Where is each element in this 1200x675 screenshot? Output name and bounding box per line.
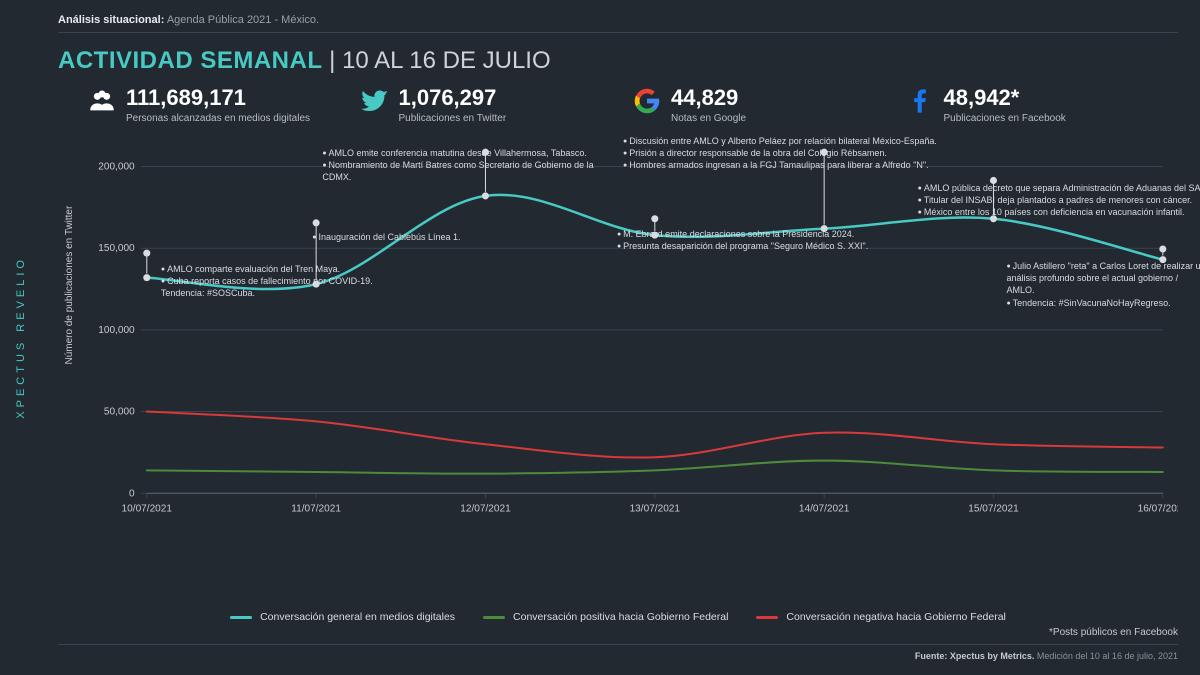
annotation-item: AMLO comparte evaluación del Tren Maya. [161, 263, 381, 275]
annotation-item: Nombramiento de Martí Batres como Secret… [322, 159, 622, 183]
svg-text:14/07/2021: 14/07/2021 [799, 503, 850, 514]
brand-text: XPECTUS REVELIO [15, 256, 27, 419]
metric-facebook: 48,942* Publicaciones en Facebook [906, 87, 1149, 124]
annotation-item: Titular del INSABI deja plantados a padr… [918, 194, 1200, 206]
svg-text:0: 0 [129, 488, 135, 499]
annotation-item: Cuba reporta casos de fallecimiento por … [161, 275, 381, 299]
annotation-item: Tendencia: #SinVacunaNoHayRegreso. [1006, 297, 1200, 309]
svg-text:200,000: 200,000 [98, 162, 135, 173]
metric-reach: 111,689,171 Personas alcanzadas en medios… [88, 87, 331, 124]
svg-text:11/07/2021: 11/07/2021 [291, 503, 341, 514]
annotation-3: M. Ebrard emite declaraciones sobre la P… [617, 228, 917, 252]
annotation-0: AMLO comparte evaluación del Tren Maya.C… [161, 263, 381, 299]
annotation-item: AMLO pública decreto que separa Administ… [918, 182, 1200, 194]
svg-text:50,000: 50,000 [104, 407, 135, 418]
series-positive [147, 461, 1163, 474]
legend-label: Conversación general en medios digitales [260, 611, 455, 623]
annotation-6: Julio Astillero "reta" a Carlos Loret de… [1006, 260, 1200, 309]
source-bar: Fuente: Xpectus by Metrics. Medición del… [58, 644, 1178, 661]
legend-item-general: Conversación general en medios digitales [230, 611, 455, 623]
brand-strip: XPECTUS REVELIO [0, 0, 42, 675]
legend-label: Conversación negativa hacia Gobierno Fed… [786, 611, 1005, 623]
annotation-item: Presunta desaparición del programa "Segu… [617, 240, 917, 252]
legend-swatch [483, 616, 505, 619]
annotation-item: México entre los 10 países con deficienc… [918, 206, 1200, 218]
annotation-4: Discusión entre AMLO y Alberto Peláez po… [623, 135, 1003, 171]
source-rest: Medición del 10 al 16 de julio, 2021 [1034, 651, 1178, 661]
legend-swatch [756, 616, 778, 619]
svg-text:16/07/2021: 16/07/2021 [1138, 503, 1178, 514]
breadcrumb-bold: Análisis situacional: [58, 14, 164, 26]
legend-item-positive: Conversación positiva hacia Gobierno Fed… [483, 611, 728, 623]
title-sub: 10 AL 16 DE JULIO [342, 47, 551, 74]
svg-text:13/07/2021: 13/07/2021 [630, 503, 681, 514]
legend-item-negative: Conversación negativa hacia Gobierno Fed… [756, 611, 1005, 623]
legend-label: Conversación positiva hacia Gobierno Fed… [513, 611, 728, 623]
chart-legend: Conversación general en medios digitales… [58, 611, 1178, 623]
annotation-item: AMLO emite conferencia matutina desde Vi… [322, 147, 622, 159]
page: Análisis situacional: Agenda Pública 202… [58, 14, 1178, 661]
annotation-item: Discusión entre AMLO y Alberto Peláez po… [623, 135, 1003, 147]
annotation-item: Hombres armados ingresan a la FGJ Tamaul… [623, 159, 1003, 171]
twitter-icon [361, 87, 389, 115]
svg-text:150,000: 150,000 [98, 243, 135, 254]
metric-value: 44,829 [671, 87, 746, 109]
metric-label: Personas alcanzadas en medios digitales [126, 113, 310, 124]
google-icon [633, 87, 661, 115]
breadcrumb-rest: Agenda Pública 2021 - México. [164, 14, 319, 26]
facebook-footnote: *Posts públicos en Facebook [1049, 627, 1178, 638]
annotation-5: AMLO pública decreto que separa Administ… [918, 182, 1200, 218]
metric-label: Notas en Google [671, 113, 746, 124]
metric-value: 1,076,297 [399, 87, 507, 109]
annotation-item: Inauguración del Cablebús Línea 1. [312, 231, 492, 243]
annotation-item: Prisión a director responsable de la obr… [623, 147, 1003, 159]
svg-text:12/07/2021: 12/07/2021 [460, 503, 511, 514]
footnote-row: *Posts públicos en Facebook [58, 627, 1178, 638]
source-bold: Fuente: Xpectus by Metrics. [915, 651, 1035, 661]
people-icon [88, 87, 116, 115]
svg-text:15/07/2021: 15/07/2021 [968, 503, 1019, 514]
metric-label: Publicaciones en Facebook [944, 113, 1066, 124]
page-title: ACTIVIDAD SEMANAL | 10 AL 16 DE JULIO [58, 47, 1178, 75]
annotation-item: Julio Astillero "reta" a Carlos Loret de… [1006, 260, 1200, 296]
metrics-row: 111,689,171 Personas alcanzadas en medios… [58, 87, 1178, 124]
metric-value: 48,942* [944, 87, 1066, 109]
metric-label: Publicaciones en Twitter [399, 113, 507, 124]
annotation-1: Inauguración del Cablebús Línea 1. [312, 231, 492, 243]
title-main: ACTIVIDAD SEMANAL [58, 47, 323, 74]
annotation-item: M. Ebrard emite declaraciones sobre la P… [617, 228, 917, 240]
metric-value: 111,689,171 [126, 87, 310, 109]
series-negative [147, 412, 1163, 458]
facebook-icon [906, 87, 934, 115]
legend-swatch [230, 616, 252, 619]
title-sep: | [323, 47, 343, 74]
svg-text:100,000: 100,000 [98, 325, 135, 336]
annotation-2: AMLO emite conferencia matutina desde Vi… [322, 147, 622, 183]
metric-twitter: 1,076,297 Publicaciones en Twitter [361, 87, 604, 124]
metric-google: 44,829 Notas en Google [633, 87, 876, 124]
chart-area: Número de publicaciones en Twitter 050,0… [58, 130, 1178, 609]
breadcrumb: Análisis situacional: Agenda Pública 202… [58, 14, 1178, 33]
svg-text:10/07/2021: 10/07/2021 [122, 503, 173, 514]
